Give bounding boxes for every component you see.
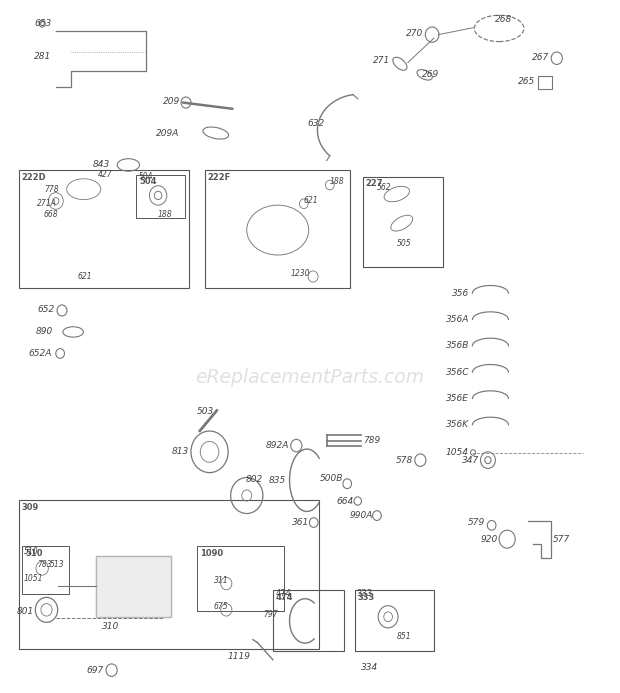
Text: 281: 281 <box>34 53 51 61</box>
Text: 813: 813 <box>171 448 188 456</box>
Text: 265: 265 <box>518 78 535 86</box>
Text: eReplacementParts.com: eReplacementParts.com <box>195 368 425 387</box>
Text: 271A: 271A <box>37 200 57 208</box>
Bar <box>355 590 434 651</box>
Text: 333: 333 <box>356 590 373 598</box>
Text: 1054: 1054 <box>445 448 468 457</box>
Text: 783: 783 <box>37 561 52 569</box>
Bar <box>363 177 443 267</box>
Text: 579: 579 <box>468 518 485 527</box>
Text: 789: 789 <box>363 437 380 445</box>
Text: 356K: 356K <box>446 421 469 429</box>
Text: 209A: 209A <box>156 129 180 137</box>
Text: 209: 209 <box>162 98 180 106</box>
Text: 310: 310 <box>102 622 119 631</box>
Text: 668: 668 <box>43 210 58 218</box>
Text: 222F: 222F <box>208 173 231 182</box>
Text: 510: 510 <box>25 549 43 558</box>
Text: 778: 778 <box>45 185 60 193</box>
Text: 513: 513 <box>50 561 64 569</box>
Text: 652A: 652A <box>28 349 51 358</box>
Text: 356A: 356A <box>446 315 469 324</box>
Text: 632: 632 <box>307 119 324 128</box>
Text: 356C: 356C <box>446 368 469 376</box>
Text: 663: 663 <box>34 19 51 28</box>
Bar <box>205 170 350 288</box>
Text: 333: 333 <box>358 593 375 602</box>
Text: 500B: 500B <box>320 475 343 483</box>
Text: 621: 621 <box>304 196 319 204</box>
Text: 227: 227 <box>366 179 383 188</box>
Bar <box>22 546 69 594</box>
Text: 621: 621 <box>78 272 92 281</box>
Bar <box>273 590 344 651</box>
Bar <box>197 546 284 611</box>
Text: 801: 801 <box>16 607 33 615</box>
Text: 802: 802 <box>246 475 264 484</box>
Text: 505: 505 <box>397 240 412 248</box>
Text: 1119: 1119 <box>228 653 250 661</box>
Text: 578: 578 <box>396 456 414 464</box>
Text: 562: 562 <box>377 183 392 191</box>
Text: 474: 474 <box>276 593 293 602</box>
Text: 1051: 1051 <box>24 574 43 583</box>
Text: 188: 188 <box>158 211 173 219</box>
Text: 361: 361 <box>292 518 309 527</box>
Text: 990A: 990A <box>349 511 373 520</box>
Text: 892A: 892A <box>265 441 289 450</box>
Text: 222D: 222D <box>22 173 46 182</box>
Text: 356E: 356E <box>446 394 469 403</box>
Text: 797: 797 <box>264 611 278 619</box>
Text: 835: 835 <box>269 476 286 484</box>
Text: 697: 697 <box>87 666 104 674</box>
Text: 843: 843 <box>93 161 110 169</box>
Text: 851: 851 <box>397 632 412 640</box>
Text: 890: 890 <box>36 328 53 336</box>
Text: 268: 268 <box>495 15 512 24</box>
Text: 504: 504 <box>140 177 157 186</box>
Text: 267: 267 <box>532 53 549 62</box>
Text: 311: 311 <box>214 576 229 584</box>
Text: 188: 188 <box>330 177 345 186</box>
Text: 1230: 1230 <box>290 270 309 278</box>
Text: 1090: 1090 <box>200 549 223 558</box>
Text: 652: 652 <box>37 305 55 313</box>
Text: 474: 474 <box>275 590 291 598</box>
Text: 510: 510 <box>24 547 38 556</box>
Text: 504: 504 <box>138 173 153 181</box>
Text: 356B: 356B <box>446 342 469 350</box>
Text: 334: 334 <box>361 663 378 672</box>
Text: 920: 920 <box>480 535 498 543</box>
Text: 347: 347 <box>462 456 479 464</box>
Text: 427: 427 <box>98 170 113 179</box>
Text: 664: 664 <box>337 497 354 505</box>
Bar <box>136 175 185 218</box>
Bar <box>96 556 170 617</box>
Bar <box>19 500 319 649</box>
Text: 309: 309 <box>22 503 39 512</box>
Bar <box>538 76 552 89</box>
Text: 675: 675 <box>214 602 229 611</box>
Text: 577: 577 <box>553 535 570 543</box>
Text: 271: 271 <box>373 57 391 65</box>
Text: 269: 269 <box>422 71 439 79</box>
Text: 270: 270 <box>406 29 423 37</box>
Text: 356: 356 <box>452 289 469 297</box>
Bar <box>19 170 189 288</box>
Text: 503: 503 <box>197 407 214 416</box>
